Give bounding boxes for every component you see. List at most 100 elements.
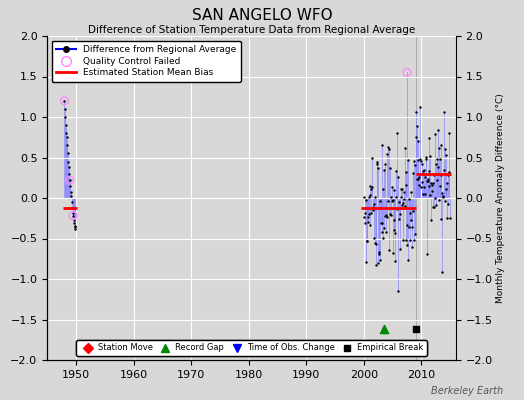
Point bbox=[68, 199, 76, 205]
Point bbox=[375, 257, 384, 263]
Point bbox=[390, 227, 398, 234]
Y-axis label: Monthly Temperature Anomaly Difference (°C): Monthly Temperature Anomaly Difference (… bbox=[496, 93, 505, 303]
Point bbox=[386, 210, 394, 217]
Point bbox=[382, 212, 390, 219]
Point bbox=[425, 182, 434, 189]
Point bbox=[365, 194, 373, 200]
Point bbox=[445, 169, 453, 176]
Point bbox=[422, 250, 431, 257]
Title: Difference of Station Temperature Data from Regional Average: Difference of Station Temperature Data f… bbox=[88, 25, 415, 35]
Point bbox=[360, 194, 368, 200]
Point bbox=[391, 230, 400, 236]
Point bbox=[407, 217, 416, 223]
Point bbox=[405, 196, 413, 202]
Point bbox=[373, 161, 381, 167]
Point bbox=[438, 216, 446, 222]
Point bbox=[442, 152, 450, 158]
Point bbox=[384, 144, 392, 150]
Point bbox=[412, 176, 421, 182]
Point bbox=[70, 222, 79, 229]
Point bbox=[426, 152, 434, 159]
Point bbox=[67, 193, 75, 200]
Point bbox=[411, 162, 419, 168]
Point bbox=[366, 222, 375, 228]
Point bbox=[401, 237, 410, 243]
Point bbox=[411, 326, 420, 332]
Point bbox=[432, 202, 440, 208]
Point bbox=[443, 215, 451, 222]
Point bbox=[398, 202, 406, 208]
Point bbox=[392, 129, 401, 136]
Point bbox=[70, 220, 78, 226]
Point bbox=[381, 213, 389, 219]
Point bbox=[395, 199, 403, 205]
Point bbox=[409, 170, 418, 176]
Point bbox=[380, 326, 388, 332]
Point bbox=[397, 186, 405, 192]
Point bbox=[372, 240, 380, 247]
Point bbox=[64, 164, 73, 170]
Point bbox=[418, 178, 427, 185]
Point bbox=[66, 177, 74, 183]
Point bbox=[429, 204, 438, 210]
Point bbox=[387, 194, 395, 200]
Point bbox=[69, 209, 77, 216]
Point bbox=[431, 194, 439, 201]
Point bbox=[71, 224, 79, 230]
Point bbox=[368, 155, 376, 162]
Point bbox=[398, 186, 406, 192]
Point bbox=[403, 157, 412, 163]
Point bbox=[378, 142, 387, 148]
Point bbox=[60, 98, 69, 104]
Point bbox=[423, 176, 432, 182]
Point bbox=[419, 168, 428, 174]
Point bbox=[385, 146, 393, 152]
Point bbox=[378, 229, 386, 235]
Point bbox=[62, 130, 71, 136]
Point bbox=[392, 194, 400, 200]
Point bbox=[377, 220, 386, 226]
Point bbox=[363, 238, 372, 244]
Point bbox=[374, 260, 383, 267]
Point bbox=[424, 178, 432, 184]
Point bbox=[433, 164, 442, 170]
Point bbox=[420, 184, 428, 190]
Point bbox=[371, 194, 379, 200]
Point bbox=[411, 109, 420, 115]
Point bbox=[416, 156, 424, 162]
Text: Berkeley Earth: Berkeley Earth bbox=[431, 386, 503, 396]
Point bbox=[415, 174, 423, 180]
Point bbox=[427, 217, 435, 223]
Point bbox=[369, 207, 378, 214]
Point bbox=[417, 184, 425, 190]
Point bbox=[403, 222, 411, 228]
Point bbox=[425, 168, 433, 175]
Point bbox=[62, 122, 70, 128]
Point bbox=[381, 161, 389, 167]
Point bbox=[415, 182, 423, 188]
Point bbox=[388, 197, 397, 203]
Point bbox=[400, 189, 408, 196]
Point bbox=[424, 134, 433, 141]
Point bbox=[416, 104, 424, 110]
Point bbox=[380, 225, 389, 232]
Point bbox=[439, 193, 447, 199]
Point bbox=[370, 240, 379, 246]
Point bbox=[419, 191, 427, 197]
Point bbox=[379, 235, 388, 242]
Point bbox=[428, 182, 436, 188]
Point bbox=[373, 158, 381, 165]
Point bbox=[414, 157, 422, 163]
Text: SAN ANGELO WFO: SAN ANGELO WFO bbox=[192, 8, 332, 23]
Point bbox=[436, 183, 444, 189]
Point bbox=[394, 288, 402, 294]
Point bbox=[379, 186, 387, 192]
Point bbox=[369, 204, 377, 210]
Point bbox=[443, 180, 452, 186]
Point bbox=[397, 194, 406, 200]
Point bbox=[374, 165, 382, 171]
Point bbox=[420, 174, 429, 180]
Point bbox=[443, 172, 452, 178]
Point bbox=[432, 156, 441, 162]
Point bbox=[364, 214, 372, 220]
